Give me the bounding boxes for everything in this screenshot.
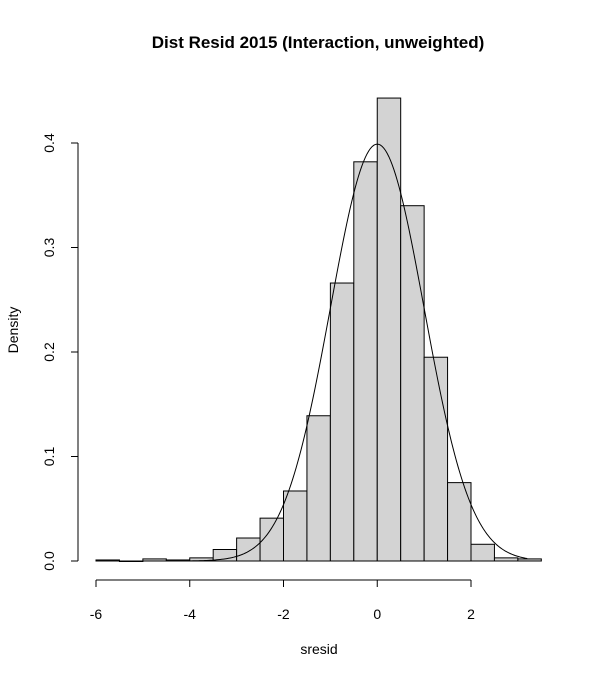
- y-tick-label: 0.3: [41, 238, 57, 258]
- x-axis: -6 -4 -2 0 2: [90, 579, 475, 622]
- histogram-bar: [423, 356, 449, 562]
- histogram-bar: [470, 543, 495, 562]
- histogram-bar: [400, 205, 425, 562]
- y-axis-title: Density: [5, 307, 21, 354]
- y-tick-label: 0.0: [41, 551, 57, 571]
- histogram-bar: [142, 558, 167, 562]
- histogram-bar: [95, 559, 120, 562]
- y-tick-label: 0.2: [41, 342, 57, 362]
- x-tick-label: 0: [373, 606, 381, 622]
- density-curve: [189, 143, 528, 562]
- y-tick-label: 0.4: [41, 133, 57, 153]
- x-tick-label: -4: [184, 606, 197, 622]
- histogram-bar: [118, 560, 144, 562]
- y-tick-label: 0.1: [41, 447, 57, 467]
- x-tick-label: -2: [277, 606, 290, 622]
- x-tick-label: 2: [467, 606, 475, 622]
- y-axis: 0.0 0.1 0.2 0.3 0.4: [41, 133, 79, 571]
- chart-title: Dist Resid 2015 (Interaction, unweighted…: [152, 33, 485, 52]
- histogram-bar: [165, 559, 191, 562]
- histogram-bar: [306, 415, 331, 562]
- histogram-bar: [517, 558, 542, 562]
- histogram-bar: [447, 482, 472, 562]
- histogram-bar: [329, 282, 355, 562]
- histogram-bars: [95, 97, 542, 562]
- histogram-bar: [493, 557, 519, 562]
- histogram-bar: [283, 490, 308, 562]
- x-tick-label: -6: [90, 606, 103, 622]
- x-axis-title: sresid: [300, 641, 337, 657]
- histogram-bar: [236, 537, 261, 562]
- histogram-bar: [353, 161, 378, 562]
- histogram-bar: [376, 97, 402, 562]
